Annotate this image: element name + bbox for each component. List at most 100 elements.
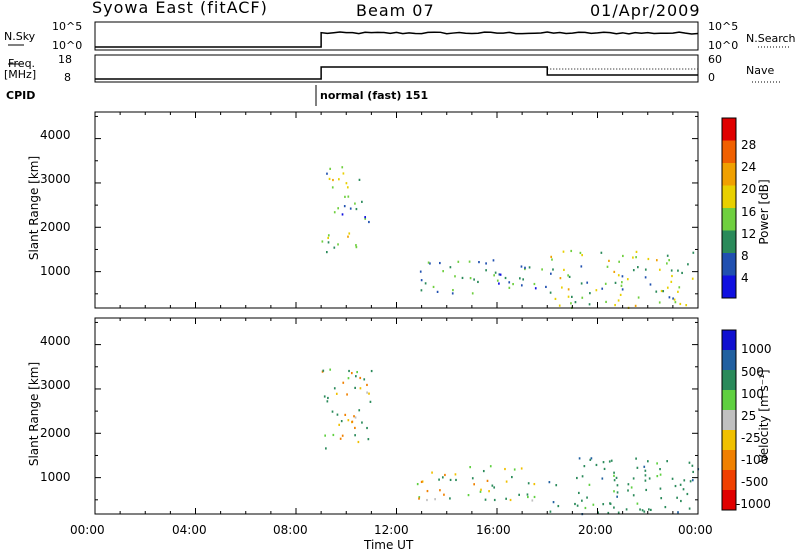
heat-cell	[524, 266, 526, 269]
heat-cell	[341, 166, 344, 169]
heat-cell	[533, 482, 536, 486]
heat-cell	[570, 295, 573, 298]
heat-cell	[626, 278, 629, 281]
heat-cell	[347, 235, 349, 238]
velocity-cb-tick-25: 25	[741, 409, 757, 423]
heat-cell	[346, 393, 348, 396]
heat-cell	[333, 246, 336, 249]
heat-cell	[609, 502, 612, 505]
heat-cell	[692, 470, 694, 474]
heat-cell	[518, 277, 521, 280]
heat-cell	[473, 278, 475, 281]
heat-cell	[570, 249, 573, 253]
heat-cell	[552, 268, 554, 271]
heat-cell	[354, 416, 357, 419]
heat-cell	[574, 502, 576, 506]
heat-cell	[333, 211, 336, 214]
heat-cell	[580, 282, 583, 285]
heat-cell	[527, 495, 529, 499]
heat-cell	[613, 506, 615, 509]
colorbar-swatch	[722, 390, 736, 410]
heat-cell	[689, 480, 692, 483]
heat-cell	[496, 279, 499, 282]
heat-cell	[359, 387, 362, 390]
heat-cell	[688, 461, 691, 464]
heat-cell	[600, 251, 603, 254]
heat-cell	[683, 479, 686, 482]
heat-cell	[586, 281, 589, 284]
heat-cell	[668, 259, 670, 262]
heat-cell	[322, 369, 325, 372]
heat-cell	[337, 243, 339, 246]
heat-cell	[666, 262, 668, 265]
heat-cell	[366, 391, 368, 394]
heat-cell	[660, 497, 663, 500]
velocity-heatmap	[321, 368, 700, 516]
heat-cell	[344, 413, 347, 416]
heat-cell	[531, 499, 534, 502]
velocity-cb-tick-500: 500	[741, 365, 764, 379]
heat-cell	[439, 261, 441, 265]
heat-cell	[641, 509, 644, 512]
heat-cell	[685, 304, 688, 307]
colorbar-frame	[721, 329, 737, 511]
heat-cell	[527, 482, 530, 485]
heat-cell	[557, 504, 560, 508]
heat-cell	[601, 477, 604, 480]
heat-cell	[480, 488, 482, 491]
heat-cell	[454, 275, 456, 278]
heat-cell	[329, 368, 332, 371]
heat-cell	[589, 292, 591, 295]
heat-cell	[357, 440, 360, 444]
power-cb-tick-12: 12	[741, 227, 757, 241]
velocity-colorbar	[721, 329, 737, 511]
heat-cell	[643, 510, 646, 513]
heat-cell	[610, 459, 613, 462]
velocity-cb-tick-m25: -25	[741, 431, 761, 445]
heat-cell	[616, 495, 618, 498]
heat-cell	[613, 479, 616, 482]
heat-cell	[581, 475, 584, 478]
heat-cell	[605, 300, 607, 304]
heat-cell	[333, 387, 336, 390]
heat-cell	[416, 482, 419, 486]
heat-cell	[601, 287, 604, 290]
heat-cell	[548, 481, 551, 484]
heat-cell	[632, 477, 635, 480]
heat-cell	[338, 423, 341, 426]
heat-cell	[332, 178, 334, 182]
freq-right-tick-low: 0	[708, 71, 715, 84]
heat-cell	[520, 467, 523, 470]
heat-cell	[613, 490, 615, 493]
power-cb-tick-28: 28	[741, 138, 757, 152]
heat-cell	[355, 207, 358, 211]
heat-cell	[441, 476, 444, 479]
heat-cell	[492, 259, 495, 262]
heat-cell	[627, 489, 629, 492]
heat-cell	[520, 284, 523, 287]
heat-cell	[325, 447, 327, 450]
velocity-cb-tick-100: 100	[741, 387, 764, 401]
heat-cell	[526, 493, 529, 496]
heat-cell	[326, 400, 329, 403]
heat-cell	[554, 297, 557, 301]
heat-cell	[344, 195, 346, 198]
heat-cell	[655, 259, 658, 262]
heat-cell	[358, 178, 361, 181]
heat-cell	[427, 261, 430, 264]
heat-cell	[692, 251, 695, 254]
heat-cell	[637, 296, 640, 299]
heat-cell	[473, 483, 475, 486]
heat-cell	[338, 178, 340, 181]
heat-cell	[588, 483, 591, 486]
heat-cell	[367, 438, 370, 441]
heat-cell	[505, 480, 508, 483]
freq-left-tick-low: 8	[64, 71, 71, 84]
colorbar-swatch	[722, 470, 736, 490]
freq-right-tick-high: 60	[708, 53, 722, 66]
station-title: Syowa East (fitACF)	[92, 0, 268, 17]
heat-cell	[434, 498, 436, 501]
heat-cell	[368, 392, 370, 395]
heat-cell	[345, 182, 348, 185]
heat-cell	[617, 511, 620, 514]
